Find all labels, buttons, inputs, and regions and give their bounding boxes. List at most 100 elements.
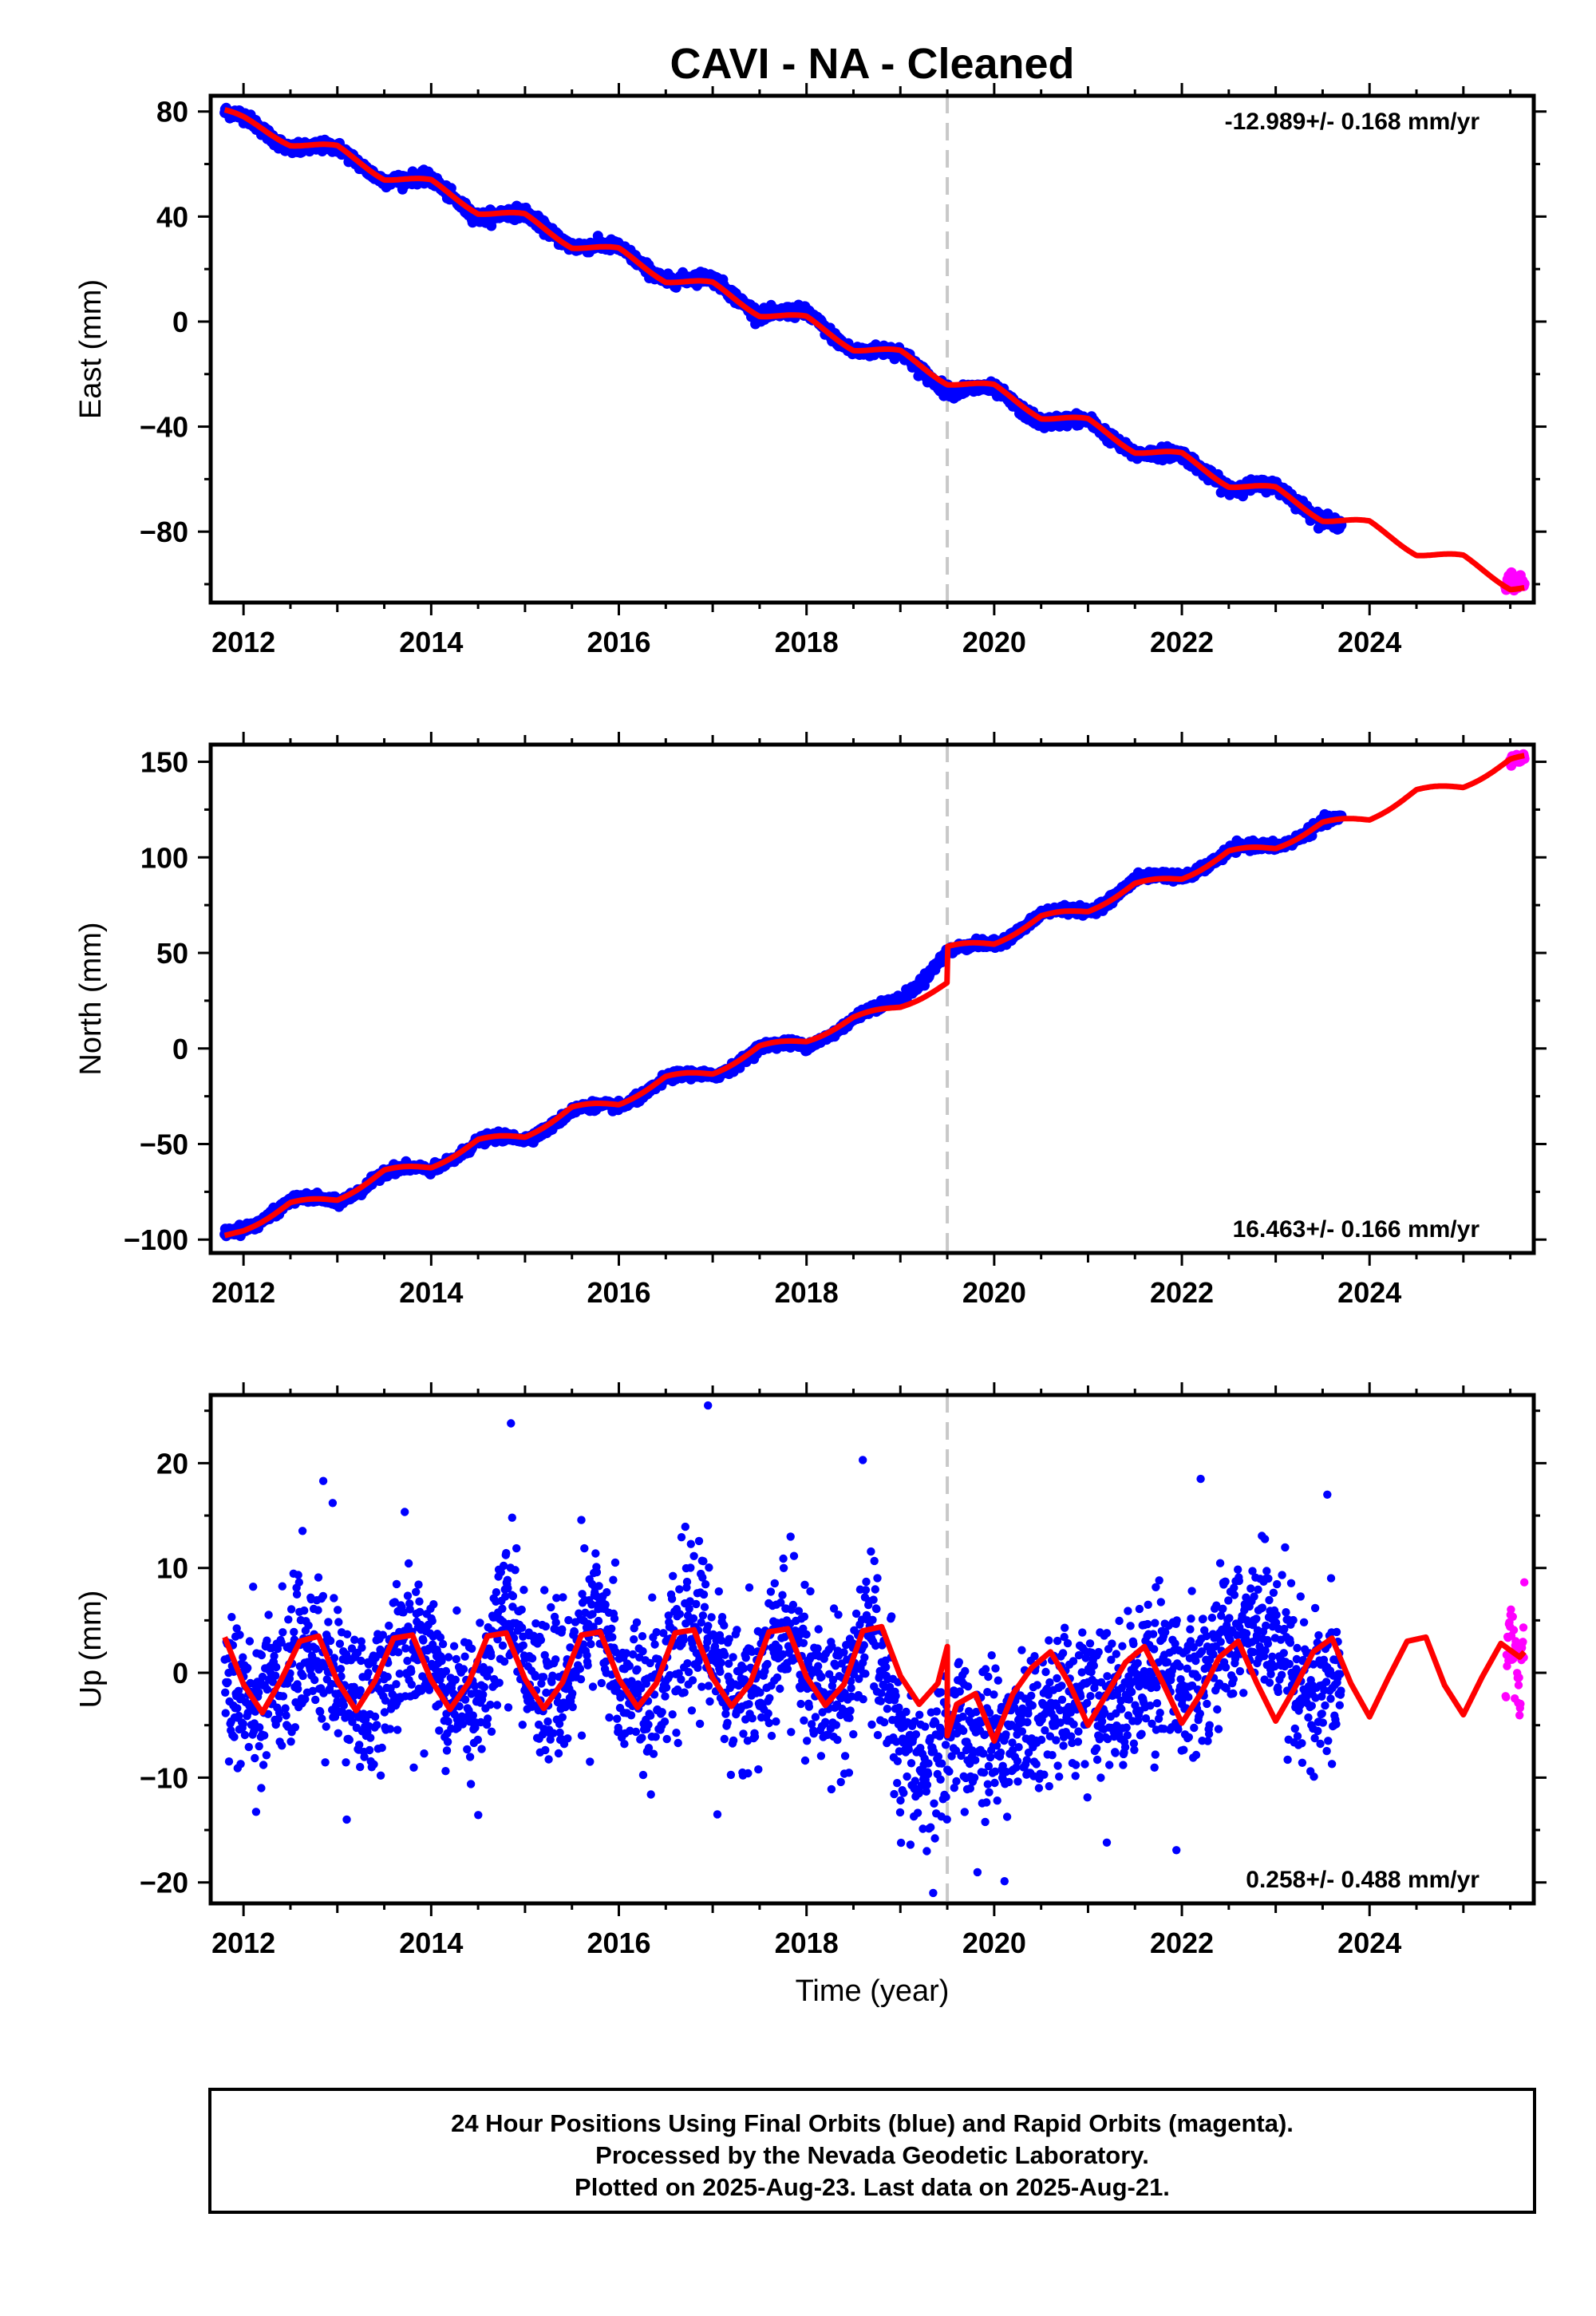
up-final-point bbox=[318, 1591, 328, 1601]
up-final-point bbox=[350, 1635, 359, 1644]
up-final-point bbox=[272, 1662, 281, 1672]
east-ytick-label: 40 bbox=[156, 200, 188, 233]
up-final-point bbox=[298, 1671, 307, 1681]
up-final-point bbox=[300, 1606, 309, 1615]
north-xtick-label: 2022 bbox=[1150, 1276, 1214, 1309]
east-rate-label: -12.989+/- 0.168 mm/yr bbox=[1225, 109, 1480, 135]
up-final-point bbox=[221, 1688, 230, 1697]
up-final-point bbox=[358, 1643, 366, 1652]
up-plot-area bbox=[220, 1395, 1529, 1903]
up-final-point bbox=[259, 1761, 268, 1769]
up-final-point bbox=[240, 1730, 250, 1740]
up-final-point bbox=[336, 1665, 346, 1674]
up-final-point bbox=[334, 1729, 342, 1737]
up-final-point bbox=[282, 1711, 290, 1720]
up-final-point bbox=[235, 1630, 244, 1639]
east-frame bbox=[208, 93, 1536, 605]
east-xtick-label: 2016 bbox=[587, 626, 650, 658]
up-final-point bbox=[221, 1709, 230, 1717]
north-xtick-label: 2016 bbox=[587, 1276, 650, 1309]
up-final-point bbox=[345, 1735, 354, 1745]
up-final-point bbox=[311, 1695, 320, 1705]
up-final-point bbox=[223, 1678, 232, 1687]
up-final-point bbox=[227, 1613, 236, 1622]
up-final-point bbox=[271, 1671, 280, 1680]
up-final-point bbox=[335, 1639, 345, 1648]
east-ytick-label: 0 bbox=[172, 306, 188, 338]
north-xtick-label: 2018 bbox=[775, 1276, 839, 1309]
east-ytick-label: −80 bbox=[140, 516, 188, 548]
up-final-point bbox=[255, 1741, 263, 1751]
up-final-point bbox=[286, 1605, 296, 1614]
up-final-point bbox=[355, 1741, 364, 1749]
east-ytick-label: −40 bbox=[140, 411, 188, 444]
up-final-point bbox=[286, 1737, 295, 1746]
up-final-point bbox=[284, 1615, 293, 1624]
east-xtick-label: 2018 bbox=[775, 626, 839, 658]
up-final-point bbox=[244, 1742, 253, 1752]
up-final-point bbox=[255, 1688, 263, 1697]
north-final-orbit-points bbox=[219, 808, 1347, 1242]
east-xtick-label: 2024 bbox=[1337, 626, 1401, 658]
up-final-point bbox=[230, 1733, 239, 1741]
up-final-point bbox=[245, 1637, 255, 1646]
up-final-point bbox=[249, 1583, 258, 1591]
up-final-point bbox=[260, 1731, 269, 1740]
east-model-curve bbox=[223, 107, 1527, 593]
up-final-point bbox=[321, 1758, 330, 1767]
up-final-point bbox=[342, 1630, 352, 1638]
up-final-point bbox=[239, 1719, 247, 1729]
north-ytick-label: 50 bbox=[156, 937, 188, 970]
north-plot-area bbox=[219, 745, 1530, 1253]
up-final-point bbox=[356, 1686, 365, 1695]
up-final-point bbox=[239, 1653, 247, 1662]
east-rapid-point bbox=[1506, 567, 1517, 578]
north-xtick-label: 2012 bbox=[211, 1276, 275, 1309]
east-xtick-label: 2020 bbox=[962, 626, 1026, 658]
up-final-point bbox=[262, 1751, 271, 1760]
panels-container: 2012 2014 2016 2018 2020 2022 202480400−40−80E… bbox=[74, 83, 1547, 2008]
up-final-point bbox=[255, 1723, 264, 1732]
up-final-point bbox=[251, 1808, 261, 1816]
up-final-point bbox=[290, 1627, 298, 1637]
up-final-point bbox=[316, 1707, 325, 1717]
east-xtick-label: 2012 bbox=[211, 626, 275, 658]
up-final-point bbox=[236, 1760, 245, 1769]
north-ytick-label: 100 bbox=[140, 841, 188, 874]
east-panel: 2012 2014 2016 2018 2020 2022 202480400−40−80E… bbox=[74, 83, 1547, 658]
up-final-point bbox=[278, 1582, 286, 1591]
east-xtick-label: 2022 bbox=[1150, 626, 1214, 658]
east-final-orbit-points bbox=[219, 102, 1347, 535]
up-final-point bbox=[264, 1611, 273, 1619]
north-xtick-label: 2020 bbox=[962, 1276, 1026, 1309]
north-panel: 2012 2014 2016 2018 2020 2022 2024150100500−50… bbox=[74, 732, 1547, 1309]
north-ytick-label: 0 bbox=[172, 1033, 188, 1065]
up-final-point bbox=[278, 1741, 286, 1750]
up-panel: 2012 2014 2016 2018 2020 2022 202420100−10−20U… bbox=[74, 1382, 1547, 2008]
up-final-point bbox=[251, 1753, 259, 1763]
up-final-point bbox=[334, 1618, 343, 1626]
up-final-point bbox=[314, 1573, 323, 1582]
up-final-point bbox=[281, 1704, 290, 1713]
north-ytick-label: −50 bbox=[140, 1128, 188, 1161]
up-final-point bbox=[318, 1714, 326, 1723]
north-ytick-label: −100 bbox=[124, 1223, 188, 1256]
up-final-point bbox=[330, 1594, 338, 1603]
up-final-point bbox=[322, 1722, 330, 1731]
north-ylabel: North (mm) bbox=[74, 922, 108, 1075]
up-final-point bbox=[263, 1636, 271, 1645]
up-final-point bbox=[233, 1704, 242, 1713]
up-final-point bbox=[334, 1606, 342, 1614]
east-ylabel: East (mm) bbox=[74, 279, 108, 419]
up-final-point bbox=[224, 1757, 234, 1766]
up-final-point bbox=[357, 1656, 365, 1666]
up-final-point bbox=[279, 1628, 287, 1637]
up-final-point bbox=[304, 1621, 313, 1630]
up-final-point bbox=[279, 1692, 288, 1701]
up-final-point bbox=[257, 1784, 266, 1792]
up-final-point bbox=[270, 1651, 279, 1661]
up-final-point bbox=[310, 1675, 319, 1685]
east-plot-area bbox=[219, 96, 1530, 603]
up-final-point bbox=[294, 1685, 302, 1694]
up-final-point bbox=[342, 1758, 350, 1767]
